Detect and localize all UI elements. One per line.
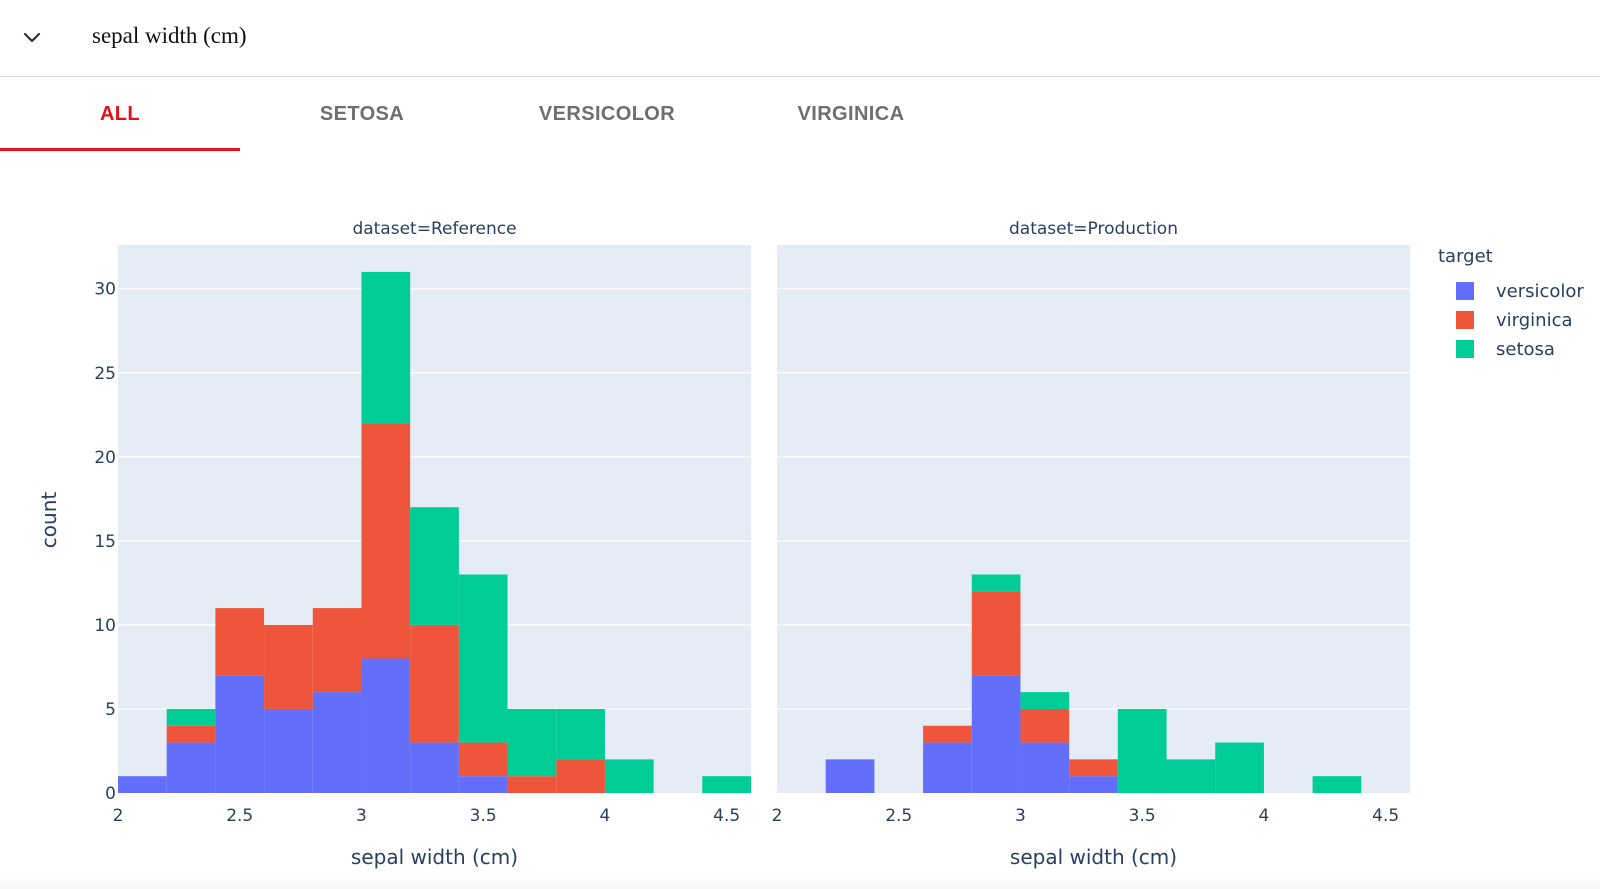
legend-swatch-virginica[interactable] (1456, 311, 1474, 329)
x-tick-label: 4.5 (713, 806, 740, 826)
chevron-down-icon[interactable] (20, 25, 44, 49)
bar-virginica[interactable] (312, 608, 362, 693)
panel-production: 2 2.5 3 3.5 4 4.5 dataset=Production sepal widt… (772, 219, 1410, 869)
tab-all[interactable]: ALL (99, 103, 141, 125)
bar-virginica[interactable] (923, 725, 972, 743)
bar-virginica[interactable] (556, 759, 605, 793)
bar-virginica[interactable] (166, 725, 216, 743)
y-tick-label: 30 (94, 280, 116, 300)
tab-bar: ALL SETOSA VERSICOLOR VIRGINICA (0, 77, 1600, 152)
bar-versicolor[interactable] (264, 708, 313, 793)
bar-virginica[interactable] (507, 776, 557, 793)
bar-virginica[interactable] (361, 423, 411, 659)
x-tick-label: 4 (600, 806, 611, 826)
x-tick-label: 4.5 (1372, 806, 1399, 826)
legend-title: target (1438, 246, 1493, 267)
bar-versicolor[interactable] (312, 692, 362, 793)
bar-versicolor[interactable] (166, 742, 216, 793)
legend-label-virginica[interactable]: virginica (1496, 310, 1573, 331)
y-tick-label: 0 (105, 784, 116, 804)
x-axis-label: sepal width (cm) (1010, 845, 1177, 869)
bar-setosa[interactable] (410, 507, 459, 625)
x-tick-label: 2 (772, 806, 783, 826)
y-tick-label: 10 (94, 616, 116, 636)
x-tick-label: 3 (356, 806, 367, 826)
panel-title: dataset=Production (1009, 219, 1178, 239)
histogram-chart: 0 5 10 15 20 25 30 2 2.5 3 3.5 4 4.5 dataset=Referenc… (37, 219, 1584, 869)
x-tick-label: 3 (1015, 806, 1026, 826)
bar-versicolor[interactable] (458, 776, 508, 793)
bar-setosa[interactable] (361, 271, 411, 424)
bar-virginica[interactable] (1069, 759, 1118, 777)
bar-virginica[interactable] (971, 591, 1021, 676)
bar-setosa[interactable] (1312, 776, 1362, 793)
bar-setosa[interactable] (166, 708, 216, 726)
x-tick-label: 3.5 (1129, 806, 1156, 826)
bar-virginica[interactable] (264, 624, 313, 709)
y-tick-label: 20 (94, 448, 116, 468)
y-tick-label: 5 (105, 700, 116, 720)
bar-versicolor[interactable] (215, 675, 265, 793)
bar-versicolor[interactable] (971, 675, 1021, 793)
bar-setosa[interactable] (702, 776, 751, 793)
legend: target versicolor virginica setosa (1438, 246, 1584, 360)
tab-virginica[interactable]: VIRGINICA (797, 103, 905, 125)
bar-setosa[interactable] (1117, 708, 1167, 793)
x-tick-label: 2.5 (226, 806, 253, 826)
bar-versicolor[interactable] (1069, 776, 1118, 793)
bar-virginica[interactable] (215, 608, 265, 676)
bar-versicolor[interactable] (825, 759, 875, 793)
bar-setosa[interactable] (458, 574, 508, 743)
y-tick-label: 15 (94, 532, 116, 552)
bar-versicolor[interactable] (1020, 742, 1070, 793)
x-axis-label: sepal width (cm) (351, 845, 518, 869)
bar-setosa[interactable] (1166, 759, 1216, 793)
bar-setosa[interactable] (507, 708, 557, 777)
bar-setosa[interactable] (604, 759, 654, 793)
bar-versicolor[interactable] (118, 776, 167, 793)
bar-virginica[interactable] (410, 624, 459, 743)
legend-swatch-versicolor[interactable] (1456, 282, 1474, 300)
panel-title: dataset=Reference (352, 219, 516, 239)
y-tick-label: 25 (94, 364, 116, 384)
feature-header: sepal width (cm) (0, 0, 1600, 77)
bar-virginica[interactable] (1020, 708, 1070, 743)
bar-versicolor[interactable] (361, 658, 411, 793)
bar-setosa[interactable] (556, 708, 605, 760)
tab-versicolor[interactable]: VERSICOLOR (538, 103, 676, 125)
bar-versicolor[interactable] (410, 742, 459, 793)
bar-setosa[interactable] (1020, 692, 1070, 709)
legend-label-setosa[interactable]: setosa (1496, 339, 1555, 360)
bar-versicolor[interactable] (923, 742, 972, 793)
bar-setosa[interactable] (1215, 742, 1264, 793)
x-tick-label: 4 (1259, 806, 1270, 826)
panel-reference: 0 5 10 15 20 25 30 2 2.5 3 3.5 4 4.5 dataset=Referenc… (94, 219, 751, 869)
y-axis-label: count (37, 492, 61, 549)
x-tick-label: 2 (113, 806, 124, 826)
x-tick-label: 2.5 (885, 806, 912, 826)
footer-divider (0, 876, 1600, 889)
x-tick-label: 3.5 (470, 806, 497, 826)
bar-virginica[interactable] (458, 742, 508, 777)
bar-setosa[interactable] (971, 574, 1021, 592)
tab-setosa[interactable]: SETOSA (319, 103, 405, 125)
active-tab-indicator (0, 148, 240, 151)
legend-label-versicolor[interactable]: versicolor (1496, 281, 1584, 302)
legend-swatch-setosa[interactable] (1456, 340, 1474, 358)
plot-background (777, 245, 1410, 793)
feature-title: sepal width (cm) (92, 23, 247, 48)
